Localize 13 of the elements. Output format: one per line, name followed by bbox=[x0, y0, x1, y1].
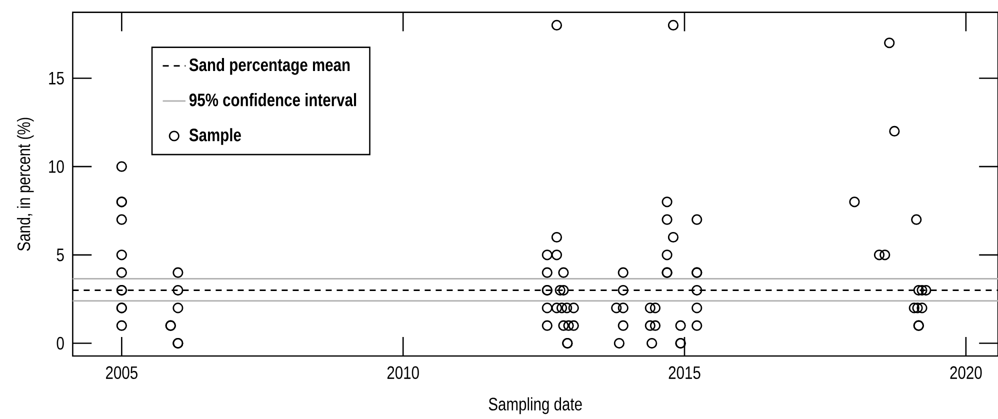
legend-label: 95% confidence interval bbox=[189, 93, 356, 106]
legend-label: Sand percentage mean bbox=[189, 58, 350, 75]
x-axis-title: Sampling date bbox=[488, 397, 582, 414]
legend-label: Sample bbox=[189, 128, 241, 145]
y-tick-label: 5 bbox=[56, 248, 64, 262]
x-tick-label: 2010 bbox=[387, 366, 419, 380]
x-tick-label: 2015 bbox=[668, 366, 700, 380]
y-axis-title: Sand, in percent (%) bbox=[16, 118, 34, 251]
y-tick-label: 0 bbox=[56, 336, 64, 350]
y-tick-label: 15 bbox=[49, 72, 64, 84]
x-tick-label: 2005 bbox=[106, 366, 138, 380]
y-tick-label: 10 bbox=[49, 160, 64, 173]
x-tick-label: 2020 bbox=[950, 366, 982, 380]
